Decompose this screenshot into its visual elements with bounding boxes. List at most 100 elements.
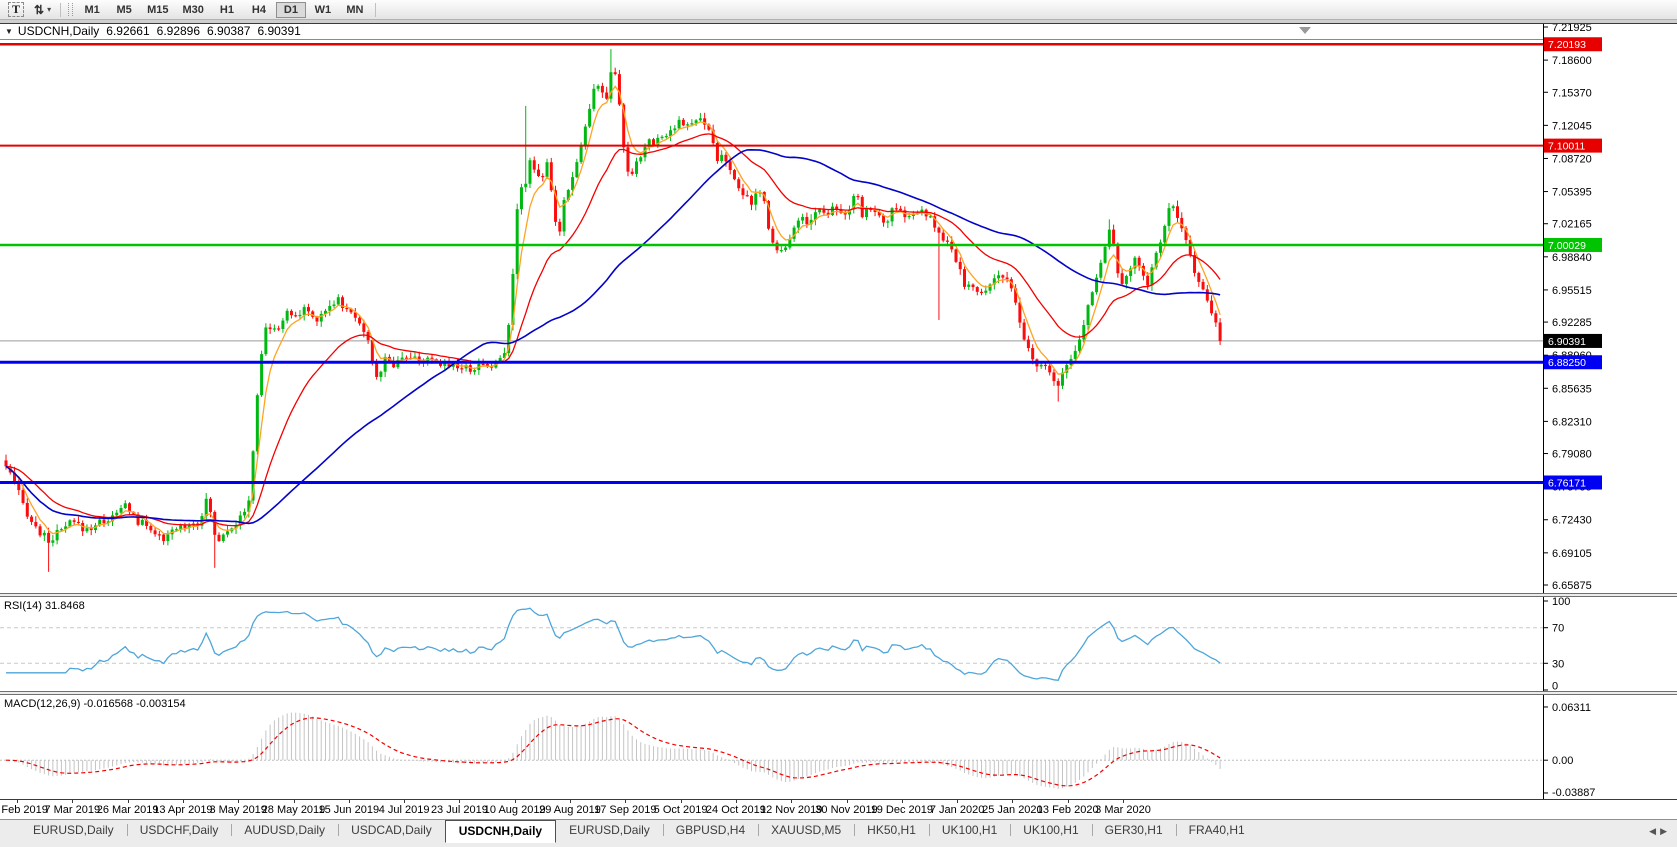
rsi-label: RSI(14) 31.8468 [4,600,85,612]
date-tick [846,800,848,803]
date-label: 28 May 2019 [261,804,326,816]
date-tick [901,800,903,803]
panel-splitter[interactable] [0,691,1677,695]
svg-text:6.88250: 6.88250 [1548,357,1586,369]
svg-text:6.69105: 6.69105 [1552,548,1592,560]
date-tick [17,800,18,803]
date-label: 3 May 2019 [209,804,267,816]
price-badge [1544,138,1602,153]
svg-text:7.12045: 7.12045 [1552,120,1592,132]
tab-prev-icon[interactable]: ◀ [1649,826,1661,836]
candlestick-series [4,49,1222,572]
chart-tab-2-audusd-daily[interactable]: AUDUSD,Daily [231,820,338,840]
timeframe-m5-button[interactable]: M5 [109,2,139,18]
tab-next-icon[interactable]: ▶ [1660,826,1671,836]
text-tool-button[interactable]: T [3,1,29,18]
cycle-symbols-button[interactable]: ⇅ ▾ [29,1,56,18]
price-badges: 7.20193 7.10011 7.00029 6.88250 6.76171 6.903… [1544,37,1602,490]
timeframe-h4-button[interactable]: H4 [244,2,274,18]
svg-text:7.15370: 7.15370 [1552,87,1592,99]
chart-tab-10-uk100-h1[interactable]: UK100,H1 [1010,820,1091,840]
chart-tab-4-usdcnh-daily[interactable]: USDCNH,Daily [444,820,557,843]
rsi-panel[interactable]: 100 70 30 0 [0,597,1677,691]
window-border [0,20,1677,24]
price-badge [1544,237,1602,252]
svg-text:6.72430: 6.72430 [1552,515,1592,527]
main-price-chart[interactable]: 7.21925 7.18600 7.15370 7.12045 7.08720 7.053… [0,24,1677,593]
date-tick [293,800,295,803]
chart-tab-1-usdchf-daily[interactable]: USDCHF,Daily [126,820,232,840]
svg-text:6.90391: 6.90391 [1548,336,1586,348]
date-tick [72,800,74,803]
timeframe-m15-button[interactable]: M15 [141,2,174,18]
timeframe-d1-button[interactable]: D1 [275,1,306,18]
date-label: 30 Nov 2019 [815,804,878,816]
chart-tab-8-hk50-h1[interactable]: HK50,H1 [854,820,929,840]
toolbar-separator [374,2,376,17]
date-tick [791,800,793,803]
svg-text:7.05395: 7.05395 [1552,187,1592,199]
chart-tab-12-fra40-h1[interactable]: FRA40,H1 [1175,820,1258,840]
timeframe-group: M1 M5 M15 M30 H1 H4 D1 W1 MN [76,1,371,18]
date-label: 23 Jul 2019 [430,804,488,816]
text-tool-icon: T [8,2,25,17]
svg-text:7.02165: 7.02165 [1552,219,1592,231]
price-badge [1544,355,1602,370]
chart-shift-marker[interactable] [1299,27,1311,34]
svg-text:30: 30 [1552,658,1564,670]
chart-tab-0-eurusd-daily[interactable]: EURUSD,Daily [33,823,114,837]
chart-tab-5-eurusd-daily[interactable]: EURUSD,Daily [569,823,650,837]
date-label: 24 Oct 2019 [705,804,766,816]
date-tick [514,800,516,803]
svg-text:6.76171: 6.76171 [1548,477,1586,489]
macd-label: MACD(12,26,9) -0.016568 -0.003154 [4,698,186,710]
chart-tab-11-ger30-h1[interactable]: GER30,H1 [1091,820,1176,840]
price-axis[interactable]: 7.21925 7.18600 7.15370 7.12045 7.08720 7.053… [1543,24,1592,592]
date-label: 26 Mar 2019 [96,804,159,816]
svg-text:7.10011: 7.10011 [1548,141,1585,153]
toolbar-separator [60,2,62,17]
svg-text:0.06311: 0.06311 [1552,702,1591,714]
timeframe-w1-button[interactable]: W1 [308,2,338,18]
rsi-value: 31.8468 [44,600,85,612]
date-label: 15 Jun 2019 [318,804,380,816]
date-tick [348,800,350,803]
price-badge [1544,475,1602,490]
chart-tab-9-uk100-h1[interactable]: UK100,H1 [928,820,1010,840]
date-label: 4 Jul 2019 [378,804,430,816]
toolbar-grip[interactable] [68,3,74,16]
ma-fast-line [5,85,1221,535]
tab-nav: ◀▶ [1649,826,1671,837]
chart-tab-3-usdcad-daily[interactable]: USDCAD,Daily [338,820,445,840]
date-label: 17 Sep 2019 [594,804,657,816]
date-label: 16 Feb 2019 [0,804,48,816]
rsi-line [6,607,1221,682]
macd-panel[interactable]: 0.06311 0.00 -0.03887 [0,695,1677,799]
ma-slow-line [5,148,1221,525]
timeframe-h1-button[interactable]: H1 [212,2,242,18]
timeframe-m30-button[interactable]: M30 [177,2,210,18]
svg-text:6.65875: 6.65875 [1552,580,1592,592]
chart-symbol-period: USDCNH,Daily [17,24,100,38]
cycle-arrows-icon: ⇅ [34,2,45,17]
svg-text:100: 100 [1552,597,1570,608]
date-tick [1067,800,1069,803]
date-tick [459,800,461,803]
horizontal-levels[interactable] [0,42,1543,484]
panel-splitter[interactable] [0,593,1677,597]
date-label: 3 Mar 2020 [1095,804,1151,816]
chart-tab-bar: EURUSD,Daily USDCHF,Daily AUDUSD,Daily USDC… [0,819,1677,847]
collapse-icon[interactable]: ▼ [5,27,13,36]
timeframe-m1-button[interactable]: M1 [77,2,107,18]
macd-signal-line [5,717,1221,787]
chart-tab-7-xauusd-m5[interactable]: XAUUSD,M5 [758,820,854,840]
chart-tab-6-gbpusd-h4[interactable]: GBPUSD,H4 [662,820,758,840]
date-tick [182,800,184,803]
date-label: 10 Aug 2019 [483,804,546,816]
svg-text:0.00: 0.00 [1552,755,1573,767]
date-label: 19 Dec 2019 [870,804,933,816]
svg-text:7.21925: 7.21925 [1552,24,1592,34]
date-label: 13 Apr 2019 [153,804,213,816]
timeframe-mn-button[interactable]: MN [340,2,370,18]
